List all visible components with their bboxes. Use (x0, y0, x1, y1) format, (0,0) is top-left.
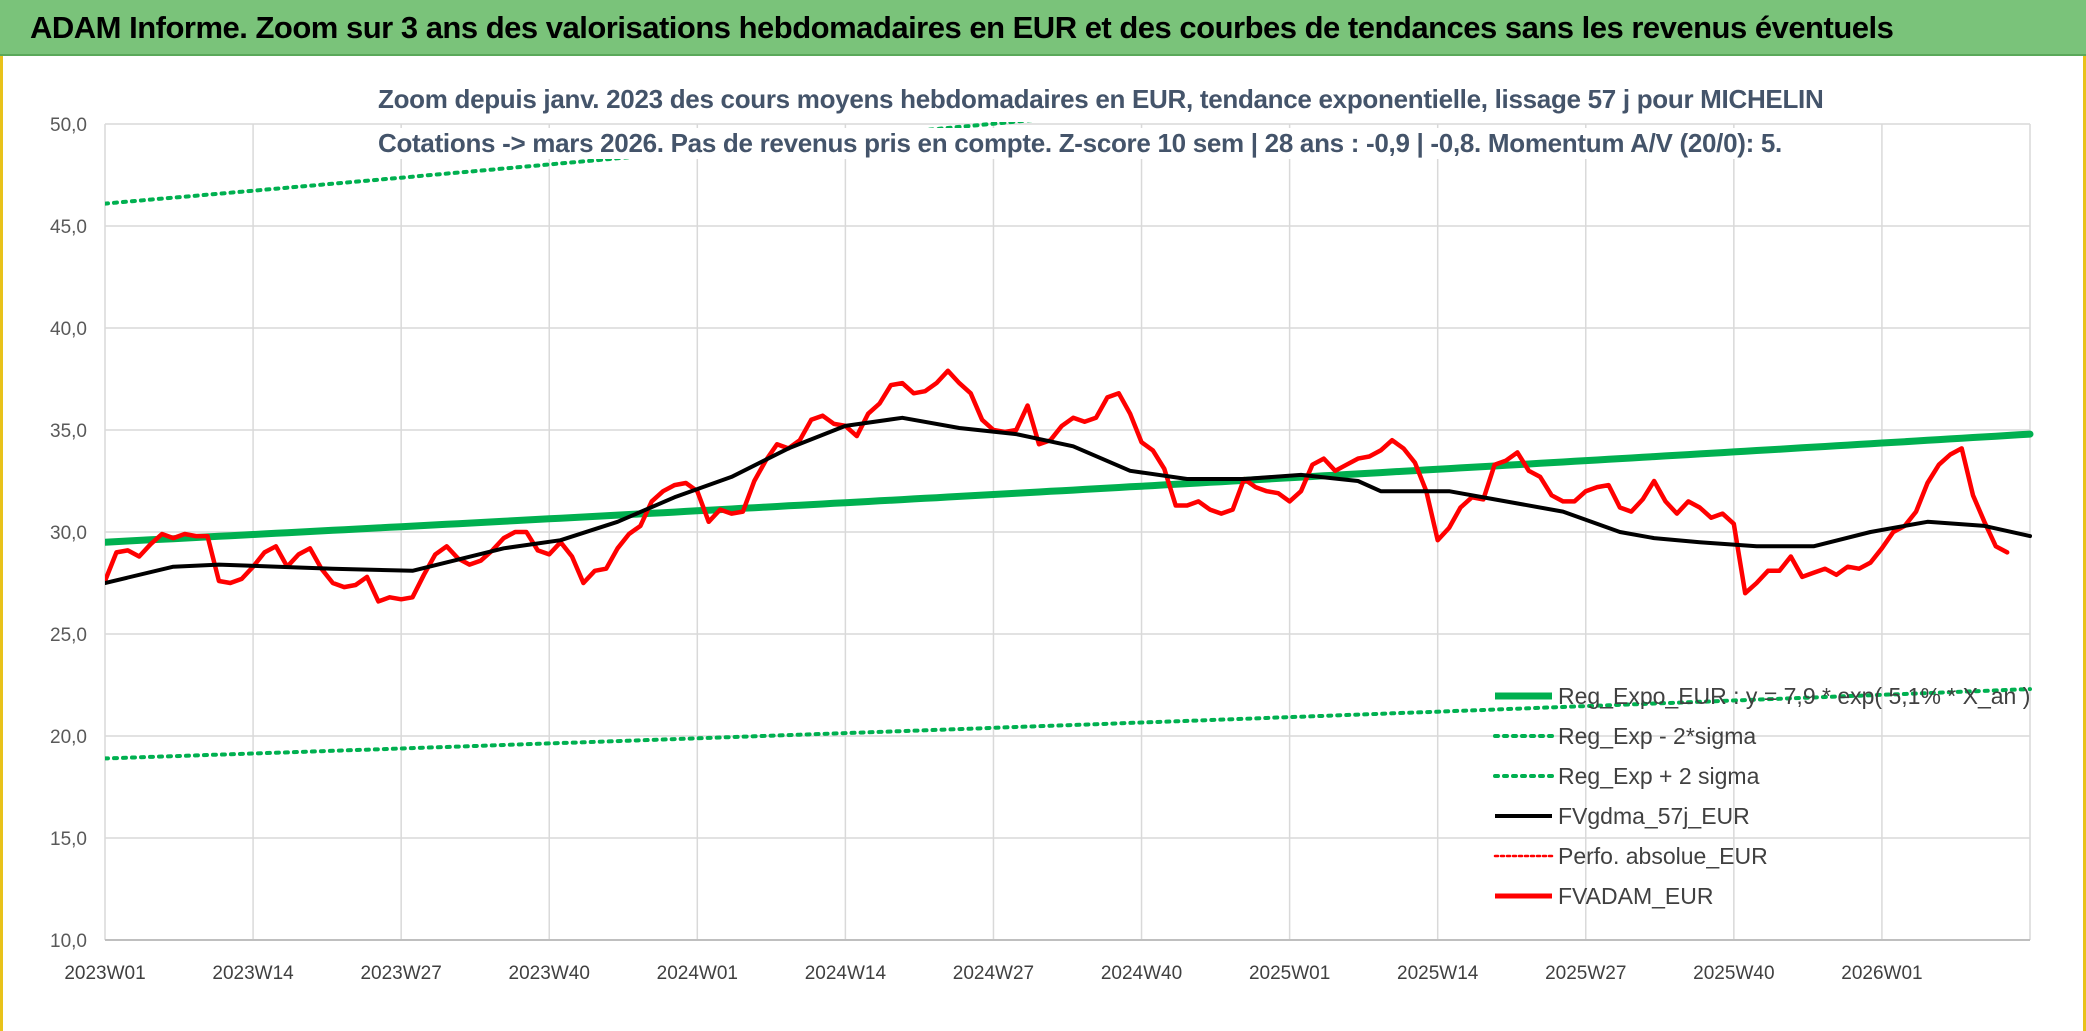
y-tick-label: 30,0 (50, 523, 87, 544)
legend: Reg_Expo_EUR : y = 7,9 * exp( 5,1% * X_a… (1493, 683, 2030, 909)
x-tick-label: 2026W01 (1841, 963, 1922, 984)
x-tick-label: 2025W27 (1545, 963, 1626, 984)
axes: 10,0 15,0 20,0 25,0 30,0 35,0 40,0 45,0 50,0 2023… (50, 115, 2030, 984)
x-tick-label: 2024W40 (1101, 963, 1182, 984)
x-tick-label: 2025W01 (1249, 963, 1330, 984)
y-tick-label: 45,0 (50, 217, 87, 238)
page-title: ADAM Informe. Zoom sur 3 ans des valoris… (30, 10, 1894, 45)
y-tick-label: 20,0 (50, 727, 87, 748)
series-fvgdma-57j (105, 415, 2032, 585)
x-tick-label: 2024W27 (953, 963, 1034, 984)
legend-label: Reg_Exp + 2 sigma (1558, 763, 1760, 789)
x-tick-label: 2023W14 (212, 963, 294, 984)
series-reg-exp-minus-2sigma (105, 687, 2032, 761)
y-tick-label: 35,0 (50, 421, 87, 442)
x-tick-label: 2023W01 (64, 963, 145, 984)
legend-label: FVgdma_57j_EUR (1558, 803, 1750, 829)
legend-label: Reg_Exp - 2*sigma (1558, 723, 1756, 749)
chart-subtitle-line-1: Zoom depuis janv. 2023 des cours moyens … (372, 84, 1830, 115)
series-reg-exp-plus-2sigma (105, 122, 1034, 206)
y-tick-label: 10,0 (50, 931, 87, 952)
x-tick-label: 2025W40 (1693, 963, 1774, 984)
header-banner: ADAM Informe. Zoom sur 3 ans des valoris… (0, 0, 2086, 56)
x-tick-label: 2023W27 (360, 963, 441, 984)
series-layer (105, 122, 2034, 761)
x-tick-label: 2023W40 (509, 963, 590, 984)
y-tick-label: 25,0 (50, 625, 87, 646)
legend-label: Reg_Expo_EUR : y = 7,9 * exp( 5,1% * X_a… (1558, 683, 2030, 709)
series-reg-expo (105, 430, 2034, 546)
x-tick-label: 2024W01 (657, 963, 738, 984)
y-tick-label: 50,0 (50, 115, 87, 136)
x-tick-label: 2024W14 (805, 963, 887, 984)
series-fvadam (105, 368, 2010, 604)
chart-frame (0, 56, 2086, 1031)
legend-label: Perfo. absolue_EUR (1558, 843, 1768, 869)
x-tick-label: 2025W14 (1397, 963, 1479, 984)
chart-subtitle-line-2: Cotations -> mars 2026. Pas de revenus p… (372, 128, 1788, 159)
legend-label: FVADAM_EUR (1558, 883, 1714, 909)
y-tick-label: 40,0 (50, 319, 87, 340)
y-tick-label: 15,0 (50, 829, 87, 850)
